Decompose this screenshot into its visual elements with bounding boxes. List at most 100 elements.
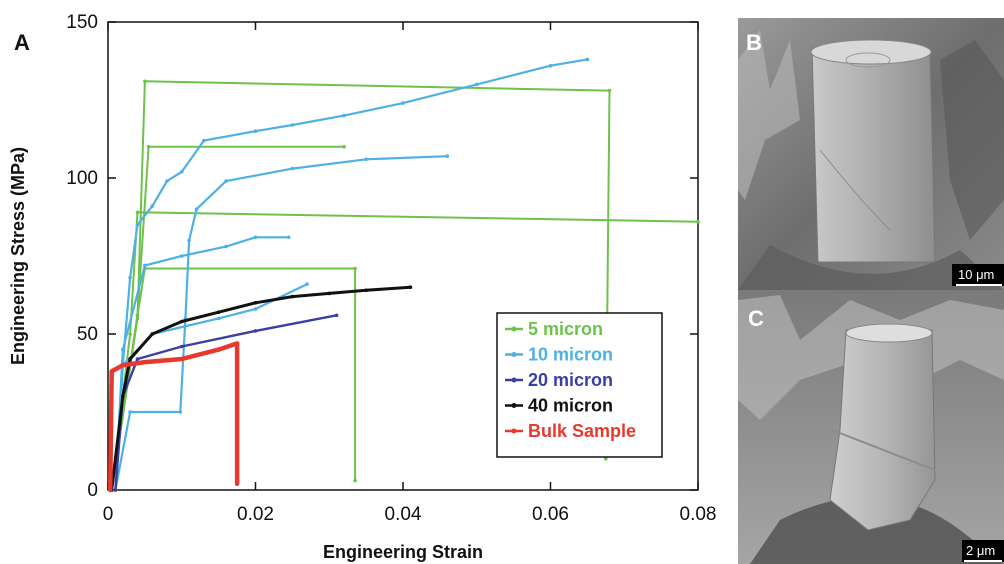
- legend-marker: [512, 378, 517, 383]
- data-point-10-micron: [364, 158, 368, 162]
- data-point-5-micron: [353, 479, 357, 483]
- panel-label-c: C: [748, 306, 764, 331]
- micrograph-b-pillar: [812, 48, 935, 262]
- legend-marker: [512, 429, 517, 434]
- data-point-10-micron: [287, 236, 291, 240]
- data-point-5-micron: [136, 314, 140, 318]
- data-point-40-micron: [121, 395, 125, 399]
- data-point-10-micron: [202, 139, 206, 143]
- legend-label: 40 micron: [528, 396, 613, 416]
- data-point-10-micron: [165, 179, 169, 183]
- data-point-20-micron: [180, 345, 184, 349]
- data-point-10-micron: [254, 307, 258, 311]
- data-point-20-micron: [254, 329, 258, 333]
- data-point-10-micron: [342, 114, 346, 118]
- data-point-10-micron: [180, 170, 184, 174]
- data-point-40-micron: [217, 310, 221, 314]
- legend-label: 10 micron: [528, 345, 613, 365]
- stress-strain-chart: A 0 50 100 150 0 0.02 0.04 0.06 0.08 Engineerin…: [8, 12, 716, 562]
- data-point-10-micron: [224, 179, 228, 183]
- y-tick-label: 50: [77, 324, 98, 345]
- series-line-20-micron-1: [115, 315, 336, 490]
- series-line-40-micron-1: [112, 287, 411, 490]
- data-point-10-micron: [291, 167, 295, 171]
- data-point-bulk-sample: [108, 488, 112, 492]
- data-point-5-micron: [353, 267, 357, 271]
- data-point-10-micron: [217, 317, 221, 321]
- data-point-10-micron: [475, 83, 479, 87]
- x-tick-label: 0.08: [680, 504, 717, 525]
- data-point-bulk-sample: [121, 363, 125, 367]
- micrograph-c-pillar: [830, 330, 935, 530]
- data-point-20-micron: [335, 314, 339, 318]
- y-tick-label: 150: [66, 12, 98, 33]
- micrograph-c: C 2 μm: [738, 290, 1004, 564]
- y-tick-label: 100: [66, 168, 98, 189]
- data-point-10-micron: [179, 410, 183, 414]
- data-point-40-micron: [151, 332, 155, 336]
- data-point-bulk-sample: [110, 370, 114, 374]
- data-point-10-micron: [121, 348, 125, 352]
- data-point-10-micron: [143, 264, 147, 268]
- data-point-10-micron: [128, 410, 132, 414]
- data-point-10-micron: [195, 207, 199, 211]
- data-point-bulk-sample: [235, 342, 239, 346]
- panel-label-a: A: [14, 30, 30, 55]
- data-point-10-micron: [446, 154, 450, 158]
- panel-label-b: B: [746, 30, 762, 55]
- data-point-bulk-sample: [235, 482, 239, 486]
- data-point-bulk-sample: [180, 357, 184, 361]
- x-tick-label: 0.04: [385, 504, 422, 525]
- legend: 5 micron 10 micron 20 micron 40 micron Bulk …: [497, 313, 662, 457]
- legend-marker: [512, 327, 517, 332]
- legend-label: 20 micron: [528, 370, 613, 390]
- data-point-40-micron: [291, 295, 295, 299]
- data-point-5-micron: [143, 80, 147, 84]
- data-point-10-micron: [151, 204, 155, 208]
- x-axis-title: Engineering Strain: [323, 542, 483, 562]
- data-point-bulk-sample: [143, 360, 147, 364]
- data-point-5-micron: [696, 220, 700, 224]
- data-point-10-micron: [254, 236, 258, 240]
- data-point-5-micron: [608, 89, 612, 93]
- scale-bar-c-label: 2 μm: [966, 543, 995, 558]
- x-tick-label: 0.02: [237, 504, 274, 525]
- series-line-10-micron-2: [115, 156, 447, 490]
- data-point-40-micron: [180, 320, 184, 324]
- data-point-10-micron: [128, 276, 132, 280]
- data-point-5-micron: [147, 145, 151, 149]
- data-point-40-micron: [254, 301, 258, 305]
- data-point-10-micron: [187, 239, 191, 243]
- data-point-5-micron: [136, 211, 140, 215]
- data-point-10-micron: [549, 64, 553, 68]
- micrograph-b-pillar-top: [811, 40, 931, 64]
- data-point-10-micron: [136, 223, 140, 227]
- legend-marker: [512, 352, 517, 357]
- data-point-20-micron: [136, 357, 140, 361]
- data-point-10-micron: [305, 282, 309, 286]
- data-point-5-micron: [342, 145, 346, 149]
- legend-label: Bulk Sample: [528, 421, 636, 441]
- data-point-10-micron: [254, 129, 258, 133]
- data-point-40-micron: [328, 292, 332, 296]
- data-point-10-micron: [180, 254, 184, 258]
- x-tick-label: 0.06: [532, 504, 569, 525]
- data-point-40-micron: [128, 357, 132, 361]
- y-tick-label: 0: [87, 480, 98, 501]
- x-tick-label: 0: [103, 504, 114, 525]
- data-point-bulk-sample: [217, 348, 221, 352]
- data-point-5-micron: [128, 332, 132, 336]
- data-point-10-micron: [224, 245, 228, 249]
- micrograph-c-pillar-top: [846, 324, 932, 342]
- micrograph-b: B 10 μm: [738, 18, 1004, 290]
- data-point-40-micron: [364, 289, 368, 293]
- legend-label: 5 micron: [528, 319, 603, 339]
- series-line-5-micron-4: [112, 269, 355, 491]
- data-point-40-micron: [409, 285, 413, 289]
- data-point-10-micron: [586, 58, 590, 62]
- scale-bar-b-label: 10 μm: [958, 267, 994, 282]
- data-point-10-micron: [291, 123, 295, 127]
- y-axis-title: Engineering Stress (MPa): [8, 147, 28, 365]
- legend-marker: [512, 403, 517, 408]
